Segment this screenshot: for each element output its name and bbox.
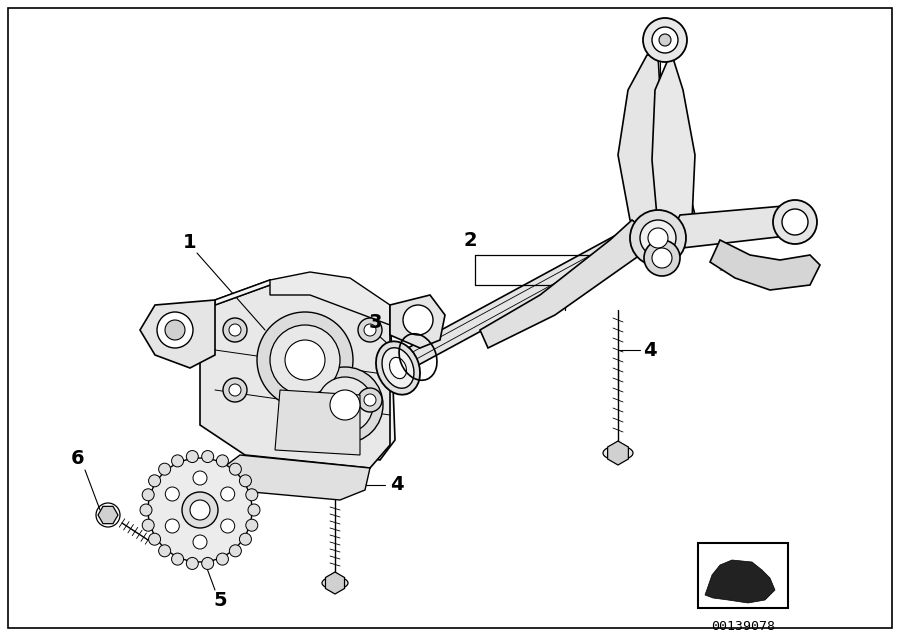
Circle shape: [140, 504, 152, 516]
Polygon shape: [270, 272, 390, 325]
Circle shape: [648, 228, 668, 248]
Circle shape: [248, 504, 260, 516]
Circle shape: [358, 318, 382, 342]
Circle shape: [172, 455, 184, 467]
Polygon shape: [710, 240, 820, 290]
Circle shape: [202, 450, 213, 462]
Circle shape: [652, 27, 678, 53]
Polygon shape: [215, 280, 390, 310]
Circle shape: [659, 34, 671, 46]
Circle shape: [364, 324, 376, 336]
Circle shape: [652, 248, 672, 268]
Circle shape: [257, 312, 353, 408]
Circle shape: [230, 545, 241, 556]
Polygon shape: [608, 441, 628, 465]
Polygon shape: [480, 220, 655, 348]
Polygon shape: [200, 285, 390, 468]
Circle shape: [239, 475, 251, 487]
Text: 4: 4: [644, 340, 657, 359]
Circle shape: [166, 487, 179, 501]
Text: 2: 2: [464, 230, 477, 249]
Circle shape: [165, 320, 185, 340]
Circle shape: [229, 324, 241, 336]
Polygon shape: [275, 390, 360, 455]
Circle shape: [148, 475, 160, 487]
Circle shape: [643, 18, 687, 62]
Circle shape: [246, 489, 257, 501]
Circle shape: [193, 471, 207, 485]
Polygon shape: [395, 195, 695, 375]
Circle shape: [193, 535, 207, 549]
Circle shape: [223, 318, 247, 342]
Circle shape: [358, 388, 382, 412]
Circle shape: [182, 492, 218, 528]
Circle shape: [216, 455, 229, 467]
Polygon shape: [652, 55, 695, 232]
Circle shape: [148, 533, 160, 545]
Circle shape: [630, 210, 686, 266]
Ellipse shape: [603, 446, 633, 460]
Circle shape: [270, 325, 340, 395]
Circle shape: [640, 220, 676, 256]
Circle shape: [142, 519, 154, 531]
Circle shape: [285, 340, 325, 380]
Bar: [698, 543, 788, 608]
Polygon shape: [705, 560, 775, 603]
Circle shape: [157, 312, 193, 348]
Circle shape: [364, 394, 376, 406]
Ellipse shape: [322, 577, 348, 589]
Circle shape: [307, 367, 383, 443]
Ellipse shape: [376, 342, 420, 395]
Polygon shape: [618, 55, 672, 235]
Text: 4: 4: [391, 476, 404, 495]
Circle shape: [216, 553, 229, 565]
Text: 5: 5: [213, 590, 227, 609]
Circle shape: [186, 557, 198, 569]
Circle shape: [229, 384, 241, 396]
Circle shape: [220, 519, 235, 533]
Circle shape: [239, 533, 251, 545]
Circle shape: [403, 305, 433, 335]
Circle shape: [223, 378, 247, 402]
Text: 6: 6: [71, 448, 85, 467]
Ellipse shape: [390, 357, 407, 378]
Text: 00139078: 00139078: [711, 620, 775, 633]
Circle shape: [166, 519, 179, 533]
Circle shape: [190, 500, 210, 520]
Circle shape: [172, 553, 184, 565]
Circle shape: [330, 390, 360, 420]
Circle shape: [202, 557, 213, 569]
Circle shape: [230, 463, 241, 475]
Polygon shape: [326, 572, 345, 594]
Circle shape: [158, 463, 171, 475]
Circle shape: [317, 377, 373, 433]
Text: 1: 1: [184, 233, 197, 252]
Ellipse shape: [382, 348, 414, 388]
Circle shape: [186, 450, 198, 462]
Text: 3: 3: [368, 314, 382, 333]
Circle shape: [220, 487, 235, 501]
Circle shape: [644, 240, 680, 276]
Circle shape: [782, 209, 808, 235]
Circle shape: [773, 200, 817, 244]
Polygon shape: [390, 295, 445, 348]
Circle shape: [148, 458, 252, 562]
Circle shape: [246, 519, 257, 531]
Polygon shape: [220, 455, 370, 500]
Polygon shape: [98, 506, 118, 523]
Polygon shape: [215, 280, 395, 460]
Circle shape: [142, 489, 154, 501]
Circle shape: [158, 545, 171, 556]
Polygon shape: [675, 205, 800, 248]
Polygon shape: [140, 300, 215, 368]
